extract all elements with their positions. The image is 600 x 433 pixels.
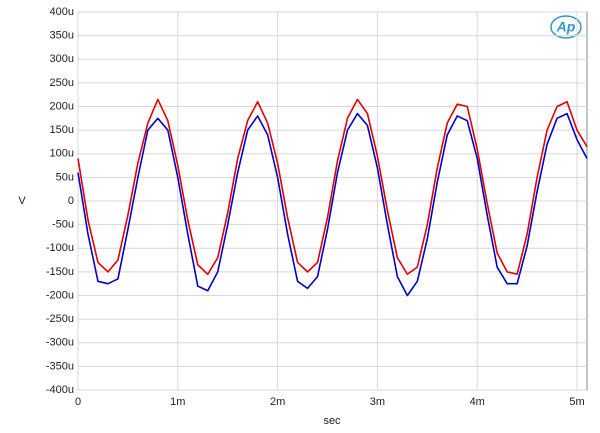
logo-ring xyxy=(550,15,582,39)
y-tick-label: -50u xyxy=(52,219,74,231)
x-tick-label: 4m xyxy=(470,396,485,408)
x-tick-label: 1m xyxy=(170,396,185,408)
x-tick-label: 5m xyxy=(569,396,584,408)
y-tick-label: 200u xyxy=(50,100,74,112)
y-tick-label: -100u xyxy=(46,242,74,254)
y-axis-label: V xyxy=(18,195,26,207)
logo: Ap xyxy=(556,19,576,35)
y-tick-label: -200u xyxy=(46,289,74,301)
x-tick-label: 2m xyxy=(270,396,285,408)
x-axis-label: sec xyxy=(323,415,341,427)
y-tick-label: 100u xyxy=(50,148,74,160)
y-tick-label: 250u xyxy=(50,77,74,89)
series-line xyxy=(77,98,588,276)
y-tick-label: -400u xyxy=(46,384,74,396)
y-tick-label: 50u xyxy=(56,171,74,183)
x-tick-label: 3m xyxy=(370,396,385,408)
y-tick-label: 300u xyxy=(50,53,74,65)
y-tick-label: 350u xyxy=(50,30,74,42)
y-tick-label: -150u xyxy=(46,266,74,278)
y-tick-label: -350u xyxy=(46,360,74,372)
y-tick-label: -300u xyxy=(46,337,74,349)
y-tick-label: 150u xyxy=(50,124,74,136)
y-tick-label: -250u xyxy=(46,313,74,325)
x-tick-label: 0 xyxy=(75,396,81,408)
y-tick-label: 400u xyxy=(50,6,74,18)
series-line xyxy=(77,112,588,297)
y-tick-label: 0 xyxy=(68,195,74,207)
